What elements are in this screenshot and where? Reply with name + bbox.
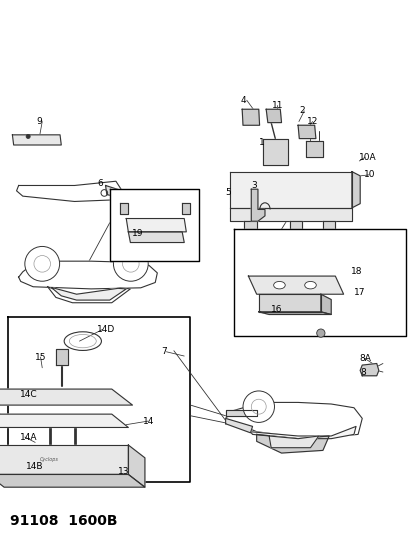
Text: 10A: 10A (358, 153, 376, 161)
Text: 18: 18 (350, 268, 362, 276)
Polygon shape (225, 402, 361, 437)
Polygon shape (0, 474, 145, 487)
Polygon shape (128, 445, 145, 487)
Text: 6: 6 (97, 180, 103, 188)
Text: 17: 17 (353, 288, 365, 296)
Text: 14B: 14B (26, 462, 43, 471)
Ellipse shape (304, 281, 316, 289)
Text: 91108  1600B: 91108 1600B (10, 514, 118, 528)
Text: 11: 11 (272, 101, 283, 110)
Polygon shape (52, 288, 126, 300)
Circle shape (113, 246, 148, 281)
Polygon shape (248, 276, 343, 294)
Text: 5: 5 (225, 189, 231, 197)
Text: Cyclops: Cyclops (40, 457, 59, 462)
Text: 2: 2 (298, 107, 304, 115)
Text: 12: 12 (306, 117, 318, 126)
Circle shape (316, 329, 324, 337)
Polygon shape (242, 109, 259, 125)
Circle shape (26, 134, 30, 139)
Polygon shape (258, 294, 320, 312)
Text: 7: 7 (161, 348, 167, 356)
Polygon shape (17, 181, 122, 201)
Polygon shape (56, 349, 68, 365)
Polygon shape (306, 141, 322, 157)
Polygon shape (126, 219, 186, 232)
Text: 19: 19 (131, 229, 143, 238)
Polygon shape (258, 312, 330, 314)
Polygon shape (320, 294, 330, 314)
Polygon shape (233, 229, 405, 336)
Polygon shape (225, 410, 256, 416)
Text: 8A: 8A (358, 354, 370, 362)
Polygon shape (250, 426, 355, 439)
Text: 4: 4 (240, 96, 246, 104)
Polygon shape (8, 317, 190, 482)
Polygon shape (0, 389, 132, 405)
Polygon shape (297, 125, 315, 139)
Polygon shape (0, 414, 128, 427)
Polygon shape (12, 135, 61, 145)
Text: 3: 3 (251, 181, 257, 190)
Text: 14A: 14A (20, 433, 37, 441)
Polygon shape (229, 172, 351, 208)
Ellipse shape (273, 281, 285, 289)
Polygon shape (351, 172, 359, 208)
Polygon shape (120, 203, 128, 214)
Polygon shape (19, 261, 157, 289)
Polygon shape (105, 185, 123, 198)
Text: 13: 13 (118, 467, 129, 476)
Text: 1: 1 (258, 139, 264, 147)
Text: 10: 10 (363, 171, 374, 179)
Polygon shape (128, 232, 184, 243)
Text: 15: 15 (35, 353, 47, 361)
Polygon shape (109, 189, 198, 261)
Polygon shape (182, 203, 190, 214)
Polygon shape (262, 139, 287, 165)
Polygon shape (244, 221, 256, 229)
Circle shape (25, 246, 59, 281)
Text: 16: 16 (271, 305, 282, 313)
Polygon shape (47, 287, 130, 303)
Circle shape (242, 391, 274, 423)
Text: 14D: 14D (97, 325, 115, 334)
Polygon shape (229, 208, 351, 221)
Polygon shape (251, 189, 264, 221)
Text: 14: 14 (142, 417, 154, 425)
Polygon shape (359, 364, 378, 376)
Polygon shape (266, 109, 281, 123)
Text: 14C: 14C (20, 390, 38, 399)
Polygon shape (256, 434, 328, 453)
Text: 8: 8 (359, 368, 365, 376)
Text: 9: 9 (36, 117, 42, 126)
Polygon shape (268, 436, 318, 448)
Polygon shape (289, 221, 301, 229)
Polygon shape (225, 418, 252, 433)
Polygon shape (0, 445, 128, 474)
Polygon shape (322, 221, 335, 229)
